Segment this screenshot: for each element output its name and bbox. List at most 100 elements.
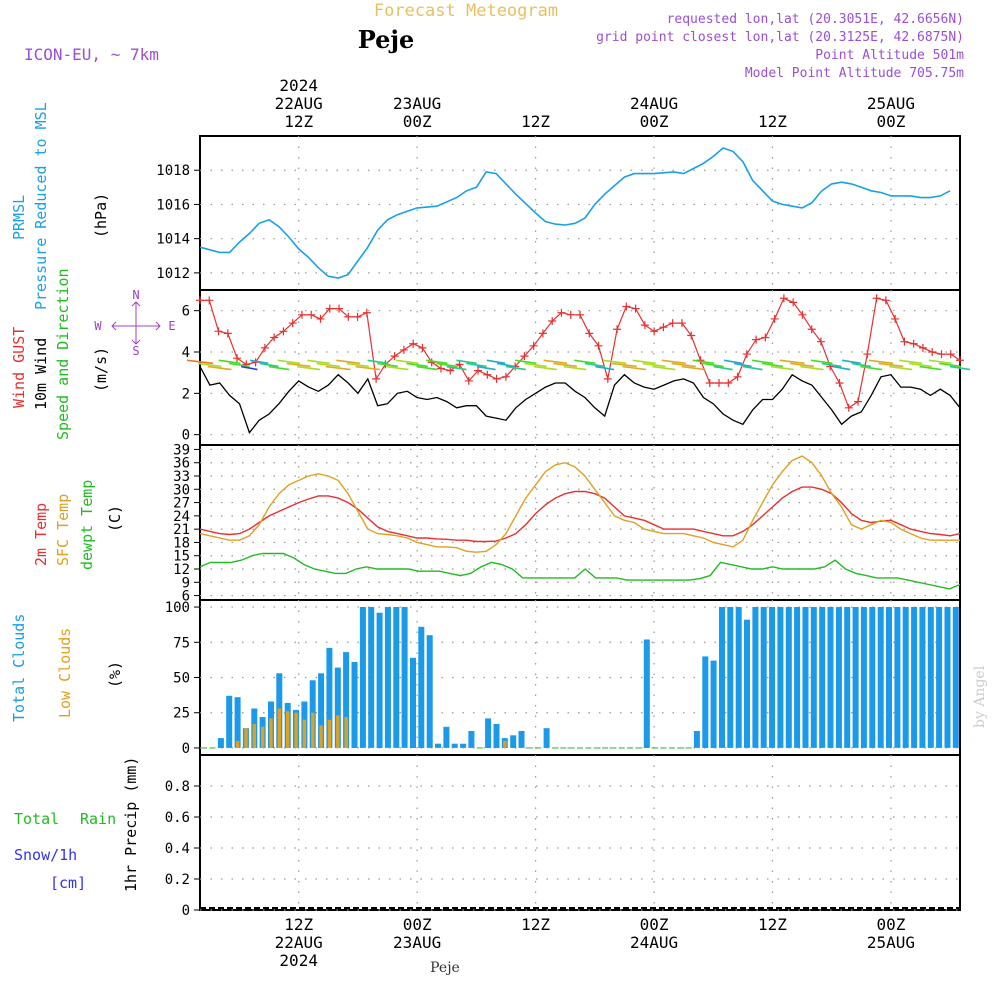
wind-direction-arrow: [611, 362, 637, 368]
total-clouds-bar: [744, 619, 750, 748]
wind-direction-arrow: [851, 362, 872, 368]
wind-direction-arrow: [909, 362, 932, 368]
wind-direction-arrow: [595, 365, 615, 371]
gust-point: [872, 294, 881, 303]
wind-direction-arrow: [622, 365, 647, 371]
gust-point: [418, 343, 427, 352]
wind-direction-arrow: [821, 362, 842, 368]
wind-direction-arrow: [800, 365, 824, 371]
total-clouds-bar: [418, 626, 425, 748]
gust-point: [798, 310, 807, 319]
wind-label: 10m Wind: [32, 338, 50, 410]
gust-point: [548, 317, 557, 325]
wind-direction-arrow: [742, 365, 763, 371]
point-altitude: Point Altitude 501m: [815, 48, 964, 63]
y-tick-label: 39: [173, 442, 190, 458]
model-altitude: Model Point Altitude 705.75m: [745, 66, 964, 81]
gust-point: [761, 333, 770, 342]
gust-point: [835, 379, 844, 387]
watermark: by Angel: [972, 665, 988, 728]
total-clouds-bar: [819, 607, 826, 748]
gust-point: [576, 310, 584, 319]
wind-direction-arrow: [241, 365, 258, 371]
total-clouds-bar: [693, 731, 700, 748]
sfc-temp-line: [199, 455, 960, 553]
total-clouds-bar: [727, 607, 734, 748]
wind-direction-arrow: [186, 359, 214, 365]
gust-point: [715, 379, 724, 387]
gust-point: [307, 310, 316, 319]
requested-coords: requested lon,lat (20.3051E, 42.6656N): [667, 12, 964, 27]
gust-point: [446, 366, 455, 375]
bottom-time-label: 00Z: [403, 915, 432, 934]
wind-direction-arrow: [642, 362, 666, 368]
total-clouds-bar: [894, 607, 901, 748]
gust-point: [362, 308, 371, 317]
wind-units: (m/s): [92, 347, 110, 392]
gust-point: [297, 310, 306, 319]
panel-frames: [199, 135, 961, 911]
y-tick-label: 1012: [156, 266, 190, 282]
compass-w: W: [94, 319, 102, 333]
footer-location: Peje: [430, 960, 460, 976]
wind-direction-arrow: [713, 365, 733, 371]
top-time-label: 2024: [279, 76, 318, 95]
total-clouds-bar: [426, 635, 433, 748]
bottom-time-label: 24AUG: [630, 933, 678, 952]
top-time-label: 22AUG: [275, 94, 323, 113]
total-clouds-bar: [343, 652, 350, 748]
low-clouds-bar: [286, 711, 290, 748]
wind-direction-arrow: [297, 365, 321, 371]
total-clouds-bar: [886, 607, 892, 748]
bottom-time-label: 00Z: [640, 915, 669, 934]
wind-direction-arrow: [939, 362, 962, 368]
total-clouds-bar: [518, 731, 525, 748]
gust-point: [844, 403, 853, 412]
gust-point: [668, 319, 677, 328]
snow-label: Snow/1h: [14, 846, 77, 864]
prmsl-label: PRMSL: [10, 195, 28, 240]
y-tick-label: 36: [173, 456, 190, 472]
low-clouds-bar: [294, 712, 298, 748]
wind-direction-arrow: [878, 362, 904, 368]
low-clouds-bar: [311, 712, 315, 748]
gust-point: [483, 370, 492, 379]
wind-direction-arrow: [761, 362, 784, 368]
clouds-units: (%): [106, 661, 124, 688]
dewpt-line: [199, 552, 961, 590]
wind-direction-arrow: [515, 359, 537, 365]
total-clouds-bar: [510, 735, 517, 748]
gust-point: [399, 345, 408, 354]
gust-point: [214, 327, 223, 336]
wind-direction-arrow: [928, 359, 952, 365]
total-clouds-bar: [944, 607, 951, 748]
gust-point: [613, 325, 622, 334]
wind-direction-arrow: [377, 362, 398, 368]
gust-point: [891, 314, 900, 323]
total-clouds-bar: [401, 607, 408, 748]
gust-point: [372, 374, 381, 383]
total-clouds-bar: [810, 607, 817, 748]
wind-direction-arrow: [436, 362, 458, 368]
grid-lines: [200, 136, 960, 911]
total-clouds-bar: [802, 607, 809, 748]
gust-point: [566, 310, 575, 319]
pressure-units: (hPa): [92, 193, 110, 238]
axis-ticks: 1012101410161018024669121518212427303336…: [156, 76, 915, 970]
compass-n: N: [132, 288, 139, 302]
wind-direction-arrow: [563, 365, 587, 371]
gust-point: [640, 321, 649, 330]
gust-point: [937, 350, 946, 359]
y-tick-label: 50: [173, 671, 190, 687]
gust-point: [205, 296, 214, 305]
gust-point: [946, 350, 955, 359]
y-tick-label: 27: [173, 496, 190, 512]
top-time-label: 12Z: [521, 112, 550, 131]
total-clouds-bar: [777, 607, 784, 748]
wind-direction-arrow: [681, 365, 706, 371]
y-tick-label: 0.8: [165, 779, 190, 795]
gust-point: [631, 304, 640, 313]
gust-point: [881, 296, 890, 305]
wind-direction-arrow: [949, 365, 971, 371]
total-clouds-bar: [760, 607, 767, 748]
